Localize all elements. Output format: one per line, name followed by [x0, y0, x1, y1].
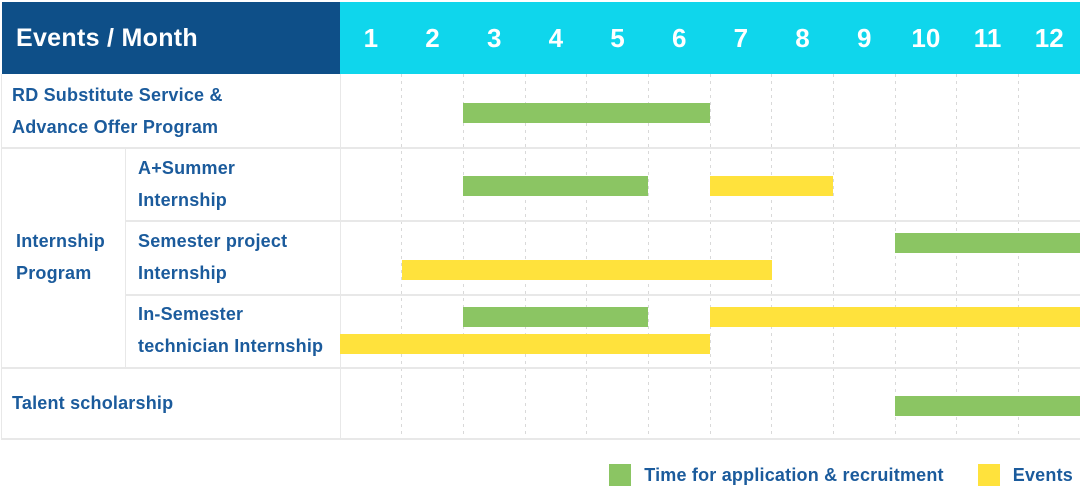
label-line: A+Summer	[138, 157, 236, 178]
month-header-cell: 3	[486, 23, 502, 53]
month-header-cell: 4	[548, 23, 564, 53]
month-header-cell: 11	[973, 23, 1002, 53]
row-label-a-plus-summer: A+Summer Internship	[126, 147, 340, 220]
label-line: Internship	[16, 230, 106, 251]
month-gridline	[1017, 74, 1019, 440]
bar-in-semester-technician-recruitment	[463, 306, 649, 327]
label-line: Advance Offer Program	[12, 116, 219, 137]
label-line: Semester project	[138, 230, 288, 251]
month-header-row: 1 2 3 4 5 6 7 8 9 10 11 12	[340, 2, 1080, 74]
bar-semester-project-event	[401, 260, 772, 281]
table-border	[340, 74, 341, 440]
month-gridline	[956, 74, 958, 440]
table-border	[125, 293, 1080, 296]
month-header-cell: 8	[795, 23, 810, 53]
legend-item-recruitment: Time for application & recruitment	[609, 464, 944, 486]
month-gridline	[524, 74, 526, 440]
month-gridline	[401, 74, 403, 440]
row-label-talent-scholarship: Talent scholarship	[2, 367, 340, 440]
month-header-cell: 5	[610, 23, 625, 53]
month-header-cell: 10	[911, 23, 941, 53]
month-header-cell: 1	[363, 23, 379, 53]
label-line: Internship	[138, 262, 228, 283]
label-line: Program	[16, 262, 92, 283]
label-line: RD Substitute Service &	[12, 84, 223, 105]
bar-rd-substitute-recruitment	[463, 103, 710, 123]
table-border	[1, 74, 2, 440]
legend-label-recruitment: Time for application & recruitment	[644, 464, 944, 485]
bar-a-plus-summer-event	[710, 176, 834, 197]
month-gridline	[709, 74, 711, 440]
table-border	[125, 220, 1080, 223]
legend-label-events: Events	[1012, 464, 1073, 485]
legend-swatch-green	[609, 464, 632, 486]
bar-in-semester-technician-event	[340, 333, 710, 354]
bar-in-semester-technician-event	[710, 306, 1080, 327]
bar-a-plus-summer-recruitment	[463, 176, 649, 197]
label-line: Internship	[138, 189, 228, 210]
month-gridline	[647, 74, 649, 440]
month-header-cell: 2	[425, 23, 440, 53]
month-header-cell: 12	[1034, 23, 1064, 53]
label-line: In-Semester	[138, 304, 244, 325]
table-border	[125, 147, 126, 367]
month-gridline	[586, 74, 588, 440]
header-corner-label: Events / Month	[16, 23, 198, 52]
header-corner: Events / Month	[2, 2, 340, 74]
bar-talent-scholarship-recruitment	[895, 395, 1080, 416]
legend-swatch-yellow	[977, 464, 1000, 486]
label-line: technician Internship	[138, 336, 324, 357]
bar-semester-project-recruitment	[895, 233, 1080, 254]
table-border	[1, 366, 1080, 369]
row-label-semester-project: Semester project Internship	[126, 220, 340, 293]
month-gridline	[771, 74, 773, 440]
month-header-cell: 7	[733, 23, 749, 53]
month-gridline	[832, 74, 834, 440]
legend-item-events: Events	[977, 464, 1073, 486]
group-label-internship-program: Internship Program	[2, 147, 125, 367]
month-gridline	[894, 74, 896, 440]
row-label-in-semester-technician: In-Semester technician Internship	[126, 294, 340, 367]
month-header-cell: 6	[671, 23, 687, 53]
table-border	[1, 147, 1080, 150]
month-gridline	[462, 74, 464, 440]
row-label-rd-substitute: RD Substitute Service & Advance Offer Pro…	[2, 74, 340, 147]
label-line: Talent scholarship	[12, 393, 174, 414]
legend: Time for application & recruitment Event…	[609, 464, 1073, 486]
month-header-cell: 9	[856, 23, 872, 53]
table-border	[1, 438, 1080, 440]
